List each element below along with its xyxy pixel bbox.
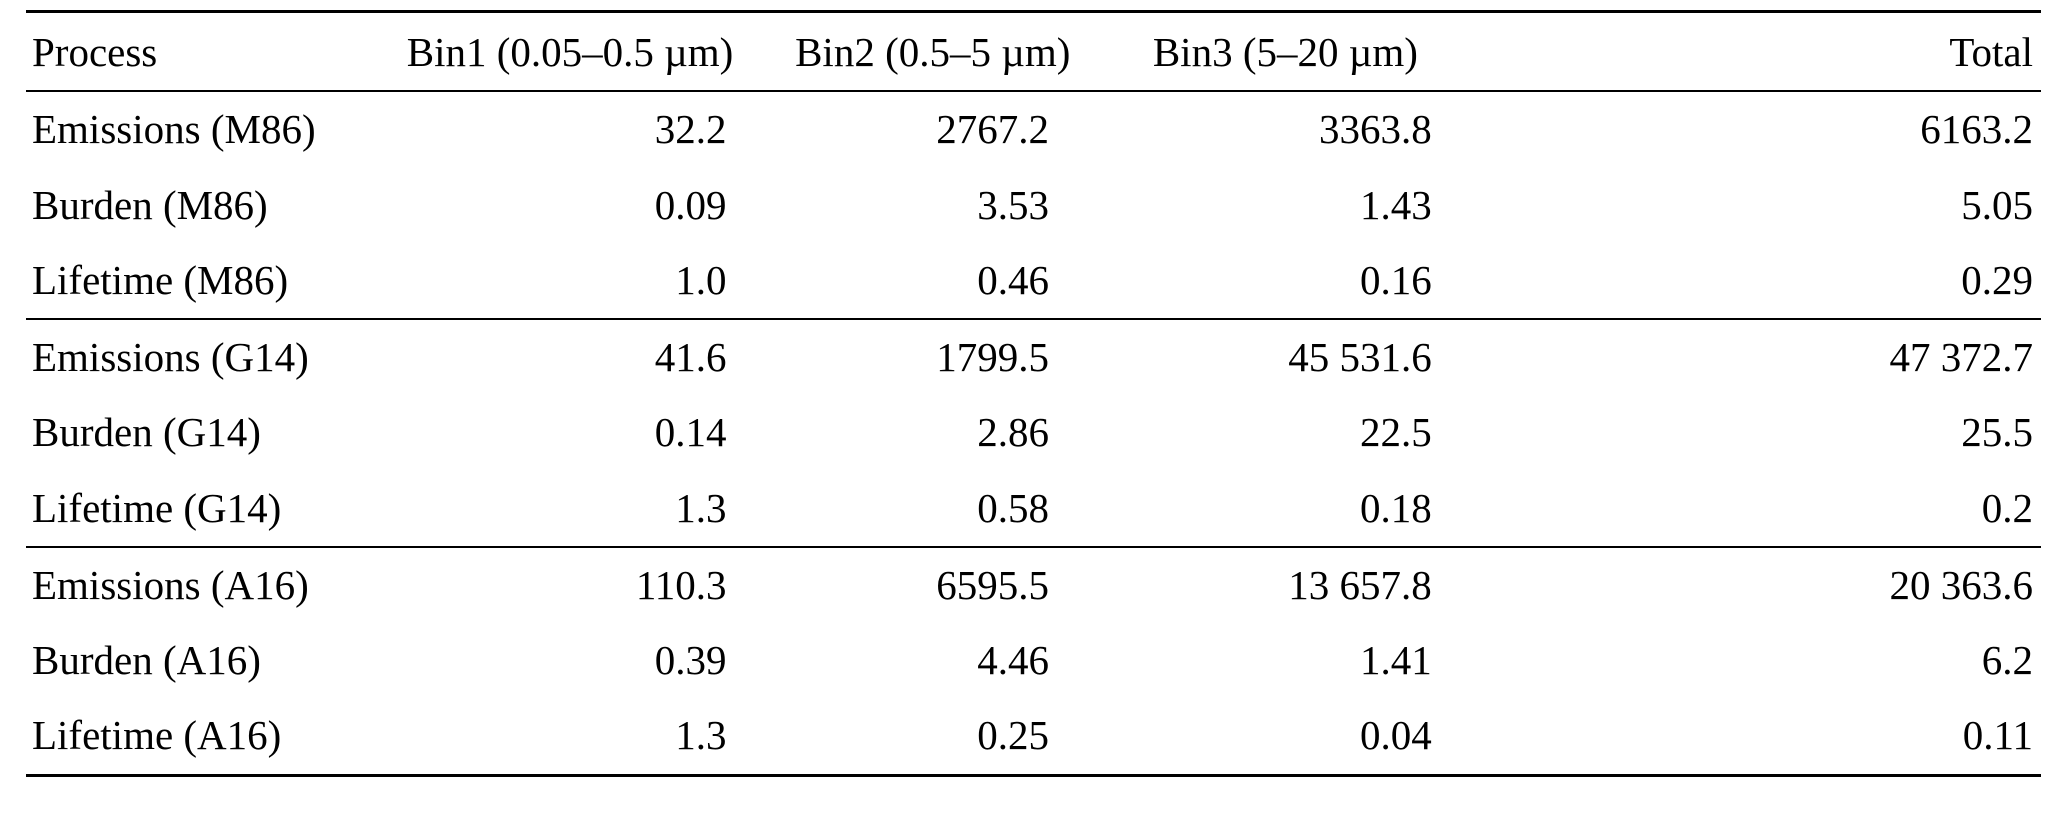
cell-total: 6.2 xyxy=(1981,637,2033,683)
cell-bin2: 0.25 xyxy=(977,712,1049,759)
row-label: Emissions (G14) xyxy=(32,334,309,380)
cell-total: 5.05 xyxy=(1961,181,2033,228)
row-label: Burden (M86) xyxy=(32,181,268,228)
table-row: Burden (G14) 0.14 2.86 22.5 25.5 xyxy=(26,395,2041,470)
table-row: Lifetime (G14) 1.3 0.58 0.18 0.2 xyxy=(26,471,2041,547)
cell-bin3: 22.5 xyxy=(1360,409,1432,456)
table-row: Burden (M86) 0.09 3.53 1.43 5.05 xyxy=(26,168,2041,243)
table-group-m86: Emissions (M86) 32.2 2767.2 3363.8 6163.… xyxy=(26,91,2041,319)
cell-bin2: 4.46 xyxy=(977,637,1049,683)
cell-total: 20 363.6 xyxy=(1889,561,2034,608)
header-row: Process Bin1 (0.05–0.5 µm) Bin2 (0.5–5 µ… xyxy=(26,12,2041,92)
cell-bin3: 13 657.8 xyxy=(1288,561,1432,608)
table-header: Process Bin1 (0.05–0.5 µm) Bin2 (0.5–5 µ… xyxy=(26,12,2041,92)
cell-total: 0.2 xyxy=(1981,484,2033,531)
cell-bin1: 0.09 xyxy=(654,181,727,228)
column-header-bin3: Bin3 (5–20 µm) xyxy=(1152,29,1418,75)
cell-total: 6163.2 xyxy=(1920,106,2033,153)
row-label: Emissions (A16) xyxy=(32,561,309,608)
cell-bin1: 110.3 xyxy=(635,561,727,608)
cell-bin1: 32.2 xyxy=(654,106,727,153)
row-label: Burden (G14) xyxy=(32,409,261,456)
row-label: Burden (A16) xyxy=(32,637,261,683)
cell-bin1: 0.14 xyxy=(654,409,727,456)
table-row: Burden (A16) 0.39 4.46 1.41 6.2 xyxy=(26,623,2041,698)
cell-bin2: 1799.5 xyxy=(936,334,1049,380)
table-row: Emissions (G14) 41.6 1799.5 45 531.6 47 … xyxy=(26,319,2041,395)
cell-bin3: 0.04 xyxy=(1360,712,1432,759)
cell-bin1: 1.3 xyxy=(675,712,727,759)
cell-bin3: 3363.8 xyxy=(1319,106,1432,153)
row-label: Lifetime (A16) xyxy=(32,712,282,759)
cell-bin1: 1.0 xyxy=(675,256,727,303)
cell-bin2: 3.53 xyxy=(977,181,1049,228)
cell-bin2: 0.58 xyxy=(977,484,1049,531)
column-header-total: Total xyxy=(1949,29,2033,75)
column-header-bin2: Bin2 (0.5–5 µm) xyxy=(795,29,1071,75)
cell-bin2: 6595.5 xyxy=(936,561,1049,608)
table-group-g14: Emissions (G14) 41.6 1799.5 45 531.6 47 … xyxy=(26,319,2041,547)
table-row: Lifetime (M86) 1.0 0.46 0.16 0.29 xyxy=(26,243,2041,319)
cell-total: 47 372.7 xyxy=(1889,334,2034,380)
cell-bin1: 41.6 xyxy=(654,334,727,380)
cell-bin3: 45 531.6 xyxy=(1288,334,1432,380)
row-label: Lifetime (G14) xyxy=(32,484,282,531)
cell-bin1: 1.3 xyxy=(675,484,727,531)
cell-bin3: 1.41 xyxy=(1360,637,1432,683)
cell-bin2: 2767.2 xyxy=(936,106,1049,153)
cell-bin2: 2.86 xyxy=(977,409,1049,456)
table-row: Lifetime (A16) 1.3 0.25 0.04 0.11 xyxy=(26,698,2041,775)
table-row: Emissions (M86) 32.2 2767.2 3363.8 6163.… xyxy=(26,91,2041,167)
row-label: Emissions (M86) xyxy=(32,106,316,153)
column-header-bin1: Bin1 (0.05–0.5 µm) xyxy=(406,29,734,75)
cell-bin3: 1.43 xyxy=(1360,181,1432,228)
cell-bin1: 0.39 xyxy=(654,637,727,683)
cell-total: 0.11 xyxy=(1962,712,2033,759)
cell-bin3: 0.18 xyxy=(1360,484,1432,531)
column-header-process: Process xyxy=(32,29,158,75)
cell-total: 25.5 xyxy=(1961,409,2033,456)
cell-bin2: 0.46 xyxy=(977,256,1049,303)
table-row: Emissions (A16) 110.3 6595.5 13 657.8 20… xyxy=(26,547,2041,623)
cell-total: 0.29 xyxy=(1961,256,2033,303)
row-label: Lifetime (M86) xyxy=(32,256,289,303)
cell-bin3: 0.16 xyxy=(1360,256,1432,303)
aerosol-bins-table: Process Bin1 (0.05–0.5 µm) Bin2 (0.5–5 µ… xyxy=(26,10,2041,777)
table-group-a16: Emissions (A16) 110.3 6595.5 13 657.8 20… xyxy=(26,546,2041,775)
